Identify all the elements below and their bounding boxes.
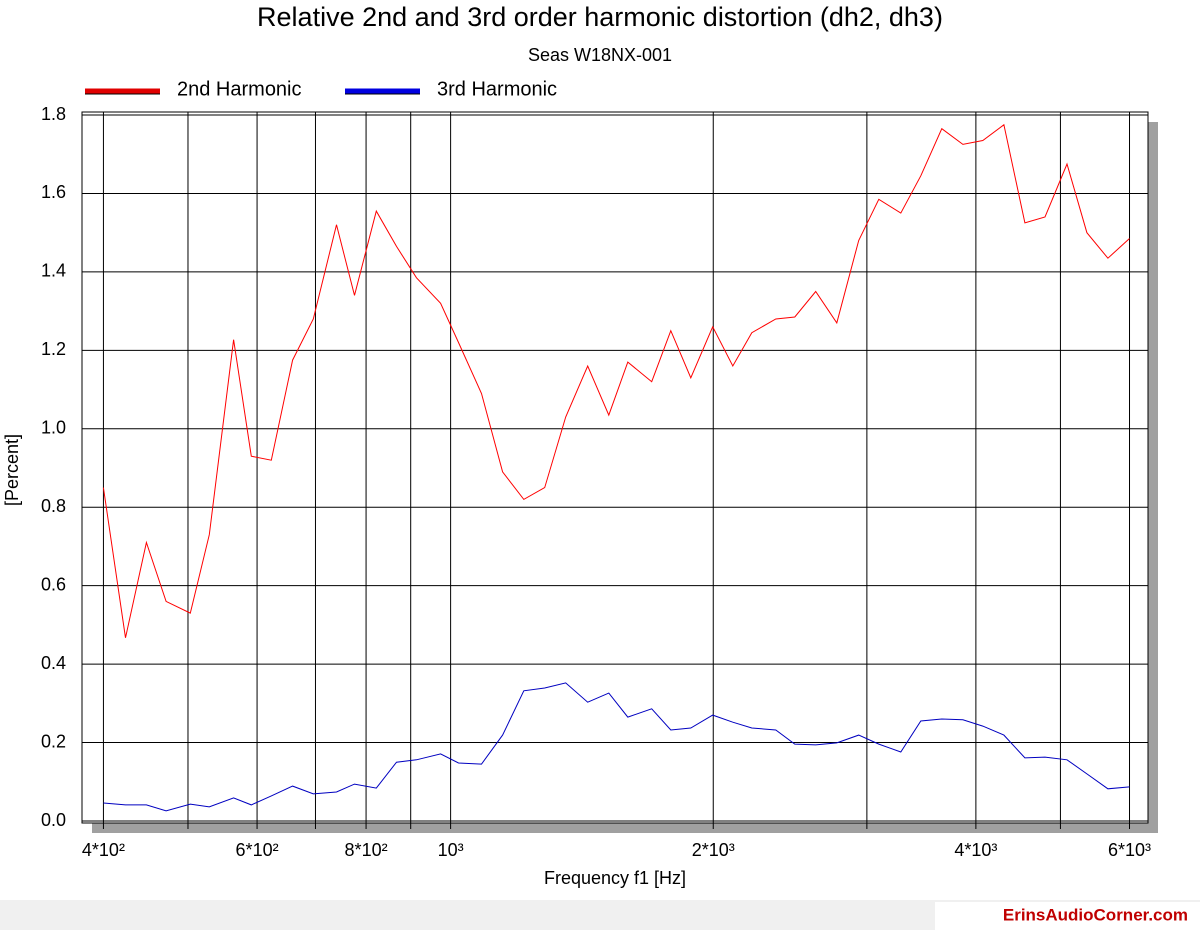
- x-tick-label: 10³: [438, 840, 464, 860]
- legend-label: 3rd Harmonic: [437, 78, 557, 100]
- y-tick-label: 1.8: [41, 104, 66, 124]
- y-tick-label: 0.4: [41, 653, 66, 673]
- chart-subtitle: Seas W18NX-001: [528, 45, 672, 65]
- y-tick-label: 1.6: [41, 182, 66, 202]
- y-tick-label: 0.2: [41, 731, 66, 751]
- x-tick-label: 4*10³: [954, 840, 997, 860]
- chart-title: Relative 2nd and 3rd order harmonic dist…: [257, 2, 943, 32]
- y-tick-label: 0.0: [41, 810, 66, 830]
- x-tick-label: 2*10³: [692, 840, 735, 860]
- x-tick-label: 4*10²: [82, 840, 125, 860]
- watermark: ErinsAudioCorner.com: [1003, 905, 1188, 924]
- y-tick-label: 1.0: [41, 418, 66, 438]
- y-tick-label: 1.4: [41, 261, 66, 281]
- x-tick-label: 6*10²: [236, 840, 279, 860]
- legend-label: 2nd Harmonic: [177, 78, 302, 100]
- y-axis-label: [Percent]: [2, 434, 22, 506]
- x-tick-label: 8*10²: [345, 840, 388, 860]
- series-line: [102, 123, 1130, 638]
- y-tick-label: 0.8: [41, 496, 66, 516]
- y-tick-label: 0.6: [41, 574, 66, 594]
- watermark-box: [935, 902, 1200, 930]
- series-line: [103, 682, 1130, 812]
- x-tick-label: 6*10³: [1108, 840, 1151, 860]
- y-tick-label: 1.2: [41, 339, 66, 359]
- x-axis-label: Frequency f1 [Hz]: [544, 868, 686, 888]
- plot-frame: [81, 111, 1149, 824]
